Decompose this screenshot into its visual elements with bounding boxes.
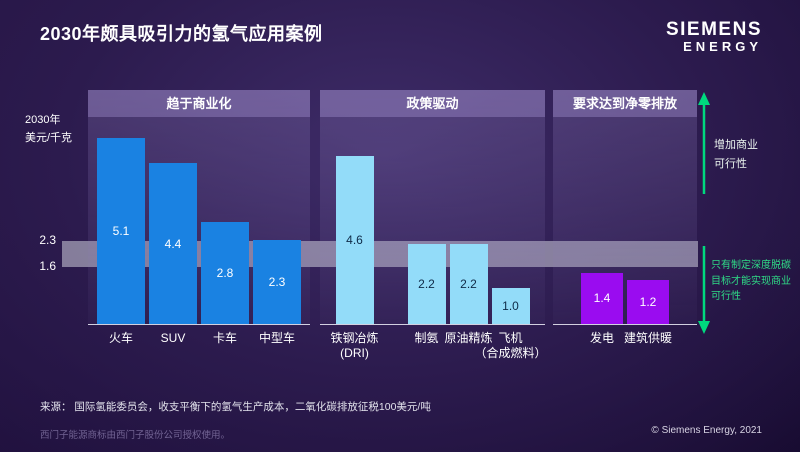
bar-value-label: 2.3	[268, 275, 286, 290]
bar-value-label: 4.4	[164, 236, 182, 251]
bar-value-label: 1.4	[593, 291, 611, 306]
group-panel-policy: 政策驱动 4.6 铁钢冶炼 (DRI) 2.2 制氨 2.2 原油精炼 1.0 飞机 （合成燃…	[320, 90, 547, 360]
bars-area: 4.6 铁钢冶炼 (DRI) 2.2 制氨 2.2 原油精炼 1.0 飞机 （合成燃料）	[320, 117, 547, 360]
bar: 2.2	[449, 243, 488, 324]
bar-value-label: 4.6	[346, 233, 363, 248]
copyright: © Siemens Energy, 2021	[651, 425, 762, 436]
page-title: 2030年颇具吸引力的氢气应用案例	[40, 24, 323, 44]
bar-group: 1.2 建筑供暖	[624, 280, 672, 345]
bar: 1.0	[491, 287, 530, 324]
source-note: 来源： 国际氢能委员会，收支平衡下的氢气生产成本，二氧化碳排放征税100美元/吨	[40, 401, 431, 413]
bar-value-label: 2.2	[460, 276, 477, 291]
bar-group: 2.2 制氨	[407, 243, 446, 345]
bar: 2.8	[201, 221, 249, 324]
gridline-label-top: 2.3	[39, 233, 56, 247]
bar: 4.4	[149, 163, 197, 324]
siemens-energy-logo: SIEMENS energy	[666, 20, 762, 54]
bar-value-label: 1.0	[502, 298, 519, 313]
group-title: 政策驱动	[320, 90, 545, 117]
bars-area: 1.4 发电 1.2 建筑供暖	[553, 117, 697, 345]
gridline-label-bottom: 1.6	[39, 259, 56, 273]
bar-value-label: 2.8	[216, 265, 234, 280]
bar-group: 5.1 火车	[97, 137, 145, 345]
bar-value-label: 5.1	[112, 223, 130, 238]
bar: 2.2	[407, 243, 446, 324]
bar-group: 2.8 卡车	[201, 221, 249, 345]
bar: 2.3	[253, 240, 301, 324]
bar: 1.4	[581, 272, 623, 324]
bar: 1.2	[627, 280, 669, 324]
group-panel-netzero: 要求达到净零排放 1.4 发电 1.2 建筑供暖	[553, 90, 697, 345]
x-axis-label: 建筑供暖	[623, 331, 673, 345]
x-axis-label: 火车	[108, 331, 134, 345]
x-axis-label: 原油精炼	[444, 331, 493, 345]
logo-siemens-text: SIEMENS	[665, 19, 762, 40]
bar-group: 4.6 铁钢冶炼 (DRI)	[330, 156, 379, 360]
group-title: 趋于商业化	[88, 90, 310, 117]
logo-energy-text: energy	[683, 38, 762, 54]
annotation-increase-viability: 增加商业 可行性	[714, 139, 758, 170]
x-axis-label: SUV	[160, 331, 186, 345]
bar: 5.1	[97, 137, 145, 324]
bar-value-label: 2.2	[418, 276, 435, 291]
x-axis-label: 铁钢冶炼 (DRI)	[330, 331, 379, 360]
bar-group: 1.0 飞机 （合成燃料）	[474, 287, 547, 360]
bar-group: 2.2 原油精炼	[444, 243, 493, 345]
group-panel-commercial: 趋于商业化 5.1 火车 4.4 SUV 2.8 卡车 2.3 中型车	[88, 90, 310, 345]
bars-area: 5.1 火车 4.4 SUV 2.8 卡车 2.3 中型车	[88, 117, 310, 345]
down-arrow-icon	[698, 246, 710, 334]
bar-group: 4.4 SUV	[149, 163, 197, 345]
x-axis-label: 发电	[589, 331, 615, 345]
x-axis-label: 中型车	[258, 331, 296, 345]
bar-group: 1.4 发电	[581, 272, 623, 345]
annotation-deep-decarbonization: 只有制定深度脱碳 目标才能实现商业 可行性	[711, 260, 791, 302]
y-axis-title: 2030年 美元/千克	[25, 114, 73, 144]
x-axis-label: 卡车	[212, 331, 238, 345]
trademark-note: 西门子能源商标由西门子股份公司授权使用。	[40, 430, 231, 441]
group-title: 要求达到净零排放	[553, 90, 697, 117]
up-arrow-icon	[698, 92, 710, 194]
bar-value-label: 1.2	[639, 295, 657, 310]
x-axis-label: 飞机 （合成燃料）	[474, 331, 547, 360]
bar: 4.6	[335, 156, 374, 324]
bar-group: 2.3 中型车	[253, 240, 301, 345]
x-axis-label: 制氨	[414, 331, 439, 345]
